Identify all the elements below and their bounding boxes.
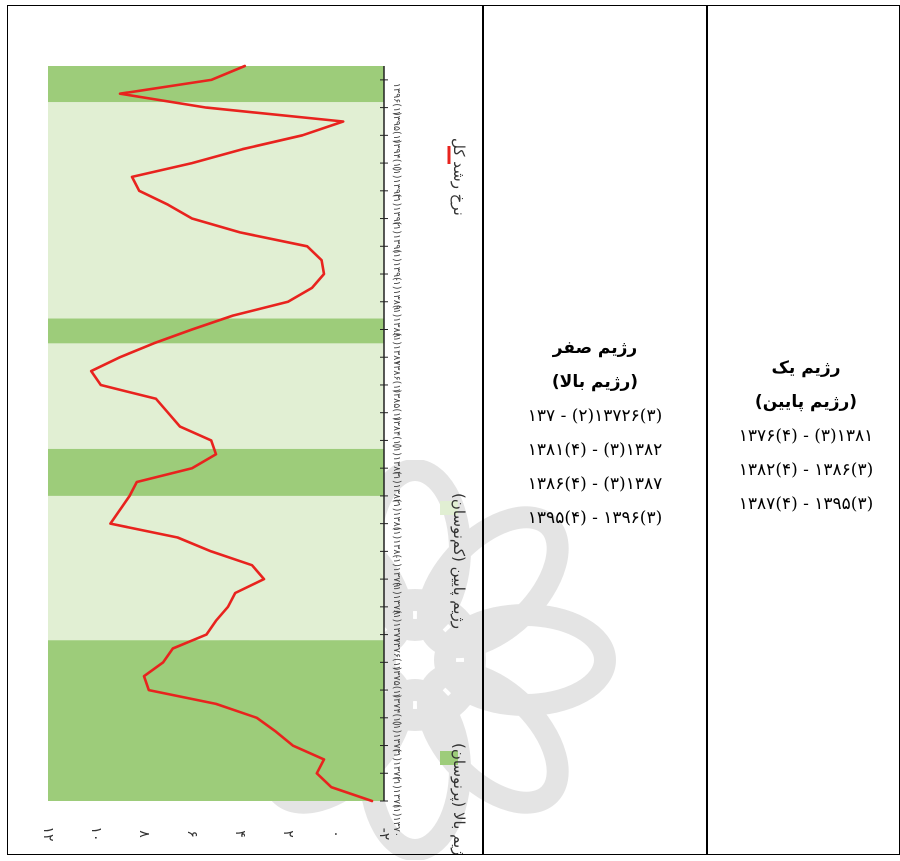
value-tick-label: ٢ [280, 830, 296, 838]
time-tick-label: ١٣٧٢(١) [391, 749, 402, 782]
value-tick-label: ١٠ [88, 826, 104, 841]
regime-one-subtitle: (رژیم پایین) [754, 392, 858, 412]
time-tick-label: ١٣٧٩(١) [391, 554, 402, 587]
time-tick-label: ١٣٨١(١) [391, 499, 402, 532]
regime-zero-range: ١٣٩۵(۴) - ١٣٩۶(٣) [527, 508, 663, 528]
chart-legend: رژیم بالا (پرنوسان) رژیم پایین (کم‌نوسان)… [440, 138, 468, 854]
time-tick-label: ١٣٩٢(١) [391, 194, 402, 227]
value-tick-label: -٢ [376, 828, 392, 841]
column-divider [706, 6, 708, 854]
growth-rate-line [89, 64, 374, 803]
time-tick-label: ١٣٨۵(١) [391, 388, 402, 421]
legend-label: نرخ رشد کل [450, 138, 468, 216]
recession-regime-band [48, 343, 384, 449]
value-tick-label: ١٢ [40, 826, 56, 841]
time-tick-label: ١٣٩۴(١) [391, 138, 402, 171]
time-tick-label: ١٣٩۶(١) [391, 83, 402, 116]
chart-axes: ١٣٧٠(١)١٣٧١(١)١٣٧٢(١)١٣٧٣(١)١٣٧۴(١)١٣٧۵(… [40, 66, 402, 842]
boom-regime-band [48, 448, 384, 496]
regime-one-title: رژیم یک [771, 358, 841, 378]
boom-regime-band [48, 66, 384, 103]
legend-label: رژیم بالا (پرنوسان) [449, 743, 468, 854]
time-tick-label: ١٣٧۶(١) [391, 638, 402, 671]
chart-cell: ١٣٧٠(١) ١٣٧١(١) ١٣٧٢(١) ١٣٧٣(١) ١٣٧۴(١) ١٣٧۵(… [8, 6, 482, 854]
regime-one-range: ١٣٨٢(۴) - ١٣٨۶(٣) [738, 460, 874, 480]
regime-zero-cell: رژیم صفر (رژیم بالا) ١٣٧٢(٢) - ١٣٧۶(٣) ١… [484, 331, 706, 535]
time-tick-label: ١٣٨۴(١) [391, 416, 402, 449]
column-divider [482, 6, 484, 854]
regime-zero-range: ١٣٨١(۴) - ١٣٨٢(٣) [527, 440, 663, 460]
regime-one-cell: رژیم یک (رژیم پایین) ١٣٧۶(۴) - ١٣٨١(٣) ١… [711, 351, 900, 521]
time-tick-label: ١٣٨٠(١) [391, 527, 402, 560]
legend-swatch [440, 501, 458, 515]
time-tick-label: ١٣٩٠(١) [391, 249, 402, 282]
time-tick-label: ١٣٧٠(١) [391, 804, 402, 837]
time-tick-label: ١٣٧۴(١) [391, 693, 402, 726]
time-tick-label: ١٣٨٨(١) [391, 305, 402, 338]
regime-table: ١٣٧٠(١) ١٣٧١(١) ١٣٧٢(١) ١٣٧٣(١) ١٣٧۴(١) ١٣٧۵(… [7, 5, 900, 855]
time-tick-label: ١٣٨٧(١) [391, 332, 402, 365]
recession-regime-band [48, 495, 384, 641]
value-tick-label: ٨ [136, 830, 152, 838]
series-layer [89, 64, 374, 803]
recession-regime-band [48, 102, 384, 319]
time-tick-label: ١٣٧٣(١) [391, 721, 402, 754]
boom-regime-band [48, 640, 384, 801]
time-tick-label: ١٣٧١(١) [391, 776, 402, 809]
time-tick-label: ١٣٨۶(١) [391, 360, 402, 393]
regime-zero-range: ١٣٧٢(٢) - ١٣٧۶(٣) [527, 406, 663, 426]
legend-label: رژیم پایین (کم‌نوسان) [449, 493, 468, 629]
time-tick-label: ١٣٩۵(١) [391, 111, 402, 144]
regime-one-range: ١٣٨٧(۴) - ١٣٩۵(٣) [738, 494, 874, 514]
legend-swatch [440, 751, 458, 765]
time-tick-label: ١٣٧٨(١) [391, 582, 402, 615]
time-tick-label: ١٣٨٩(١) [391, 277, 402, 310]
time-tick-label: ١٣٧۵(١) [391, 665, 402, 698]
time-tick-label: ١٣٨٣(١) [391, 443, 402, 476]
growth-regime-chart: ١٣٧٠(١)١٣٧١(١)١٣٧٢(١)١٣٧٣(١)١٣٧۴(١)١٣٧۵(… [40, 64, 468, 854]
regime-one-range: ١٣٧۶(۴) - ١٣٨١(٣) [738, 426, 874, 446]
regime-zero-subtitle: (رژیم بالا) [551, 372, 639, 392]
regime-zero-range: ١٣٨۶(۴) - ١٣٨٧(٣) [527, 474, 663, 494]
time-tick-label: ١٣٨٢(١) [391, 471, 402, 504]
value-tick-label: ۶ [184, 830, 200, 838]
time-tick-label: ١٣٩١(١) [391, 222, 402, 255]
regime-bands [48, 66, 384, 801]
time-tick-label: ١٣٩٣(١) [391, 166, 402, 199]
value-tick-label: ٠ [328, 830, 344, 838]
regime-zero-title: رژیم صفر [552, 338, 638, 358]
value-tick-label: ۴ [232, 830, 248, 838]
time-tick-label: ١٣٧٧(١) [391, 610, 402, 643]
